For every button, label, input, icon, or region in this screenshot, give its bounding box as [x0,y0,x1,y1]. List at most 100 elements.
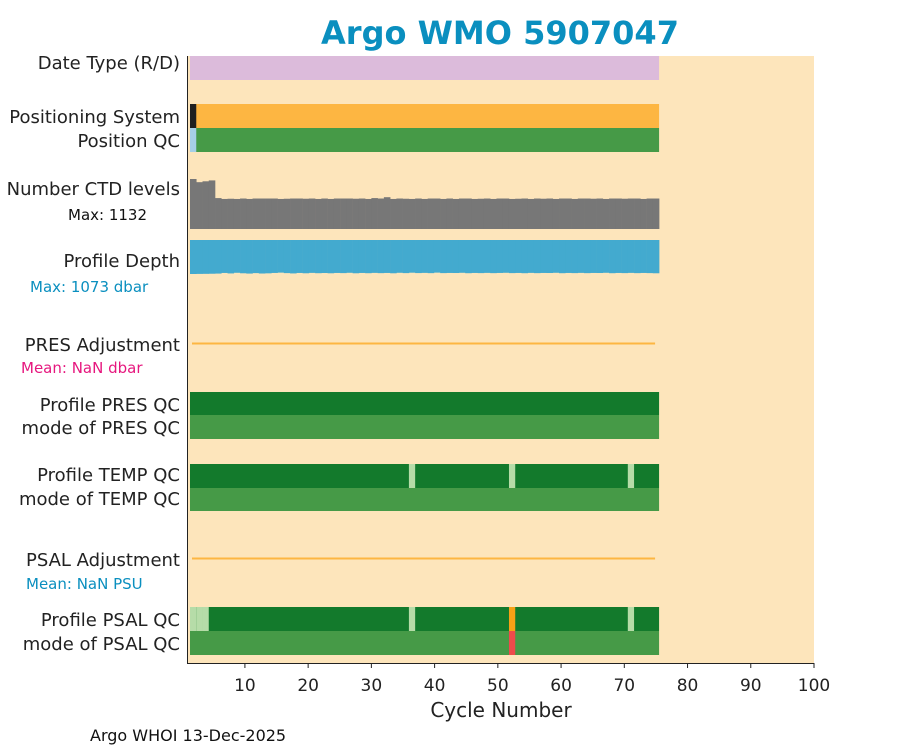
profile-depth-bar [421,240,428,273]
ctd-levels-bar [533,198,541,229]
chart-title: Argo WMO 5907047 [321,14,679,52]
row-annotation: Mean: NaN PSU [26,575,143,593]
ctd-levels-bar [327,198,335,229]
profile-depth-bar [246,240,253,274]
profile-depth-bar [565,240,572,273]
profile-depth-bar [271,240,278,273]
ctd-levels-bar [233,198,241,229]
x-axis-label: Cycle Number [430,698,572,722]
ctd-levels-bar [490,198,497,229]
ctd-levels-bar [321,198,328,229]
profile-depth-bar [571,240,579,274]
x-tick-label: 90 [740,676,762,696]
profile-depth-bar [490,240,497,274]
ctd-levels-bar [196,182,203,229]
ctd-levels-bar [396,198,403,229]
positioning-system-cycle-1 [190,104,197,128]
profile-depth-bar [646,240,654,274]
profile-depth-bar [609,240,616,274]
row-label: Profile Depth [63,251,180,272]
ctd-levels-bar [227,198,235,229]
profile-depth-bar [283,240,291,274]
profile-depth-bar [652,240,660,274]
profile-depth-bar [446,240,453,273]
ctd-levels-bar [590,198,597,229]
profile-depth-bar [346,240,353,273]
profile-depth-bar [302,240,310,274]
profile-depth-bar [365,240,372,274]
profile-depth-bar [496,240,504,273]
ctd-levels-bar [609,198,616,229]
ctd-levels-bar [358,198,366,229]
profile-depth-bar [465,240,472,274]
ctd-levels-bar [446,198,453,229]
profile-temp-qc-light-cell [627,464,635,488]
profile-depth-bar [371,240,378,273]
profile-depth-bar [577,240,585,273]
profile-depth-bar [433,240,441,273]
row-label: mode of PRES QC [22,418,180,439]
plot-area [188,56,814,663]
ctd-levels-bar [402,198,410,229]
profile-depth-bar [502,240,510,273]
x-tick-label: 10 [234,676,256,696]
profile-depth-bar [552,240,560,273]
row-label: Profile PSAL QC [41,610,180,631]
ctd-levels-bar [415,198,422,229]
row-label: mode of TEMP QC [19,489,180,510]
ctd-levels-bar [502,198,510,229]
ctd-levels-bar [521,198,529,229]
profile-depth-bar [602,240,610,273]
row-annotation: Mean: NaN dbar [21,359,143,377]
profile-temp-qc-light-cell [508,464,516,488]
ctd-levels-bar [333,198,341,229]
profile-depth-bar [615,240,622,273]
profile-depth-bar [521,240,529,274]
profile-depth-bar [590,240,597,273]
profile-depth-bar [402,240,410,274]
profile-depth-bar [640,240,647,273]
profile-depth-bar [527,240,535,273]
position-qc-band [190,128,660,152]
profile-depth-bar [340,240,347,274]
profile-depth-bar [533,240,541,274]
ctd-levels-bar [483,198,491,229]
profile-psal-qc-light-cell [408,607,416,631]
position-qc-cycle-1 [190,128,197,152]
x-tick-label: 70 [613,676,635,696]
profile-depth-bar [252,240,260,274]
profile-pres-qc-band [190,392,660,415]
ctd-levels-bar [646,198,654,229]
ctd-levels-bar [584,198,591,229]
ctd-levels-bar [565,198,572,229]
ctd-levels-bar [277,198,285,229]
profile-depth-bar [596,240,604,274]
profile-depth-bar [483,240,491,273]
row-label: Positioning System [9,107,180,128]
ctd-levels-bar [627,198,635,229]
ctd-levels-bar [390,198,397,229]
ctd-levels-bar [258,198,266,229]
ctd-levels-bar [458,198,466,229]
profile-depth-bar [634,240,641,274]
profile-psal-qc-light-cell [627,607,635,631]
profile-depth-bar [383,240,391,273]
ctd-levels-bar [365,198,372,229]
profile-depth-bar [390,240,397,274]
profile-depth-bar [233,240,241,273]
ctd-levels-bar [640,198,647,229]
ctd-levels-bar [302,198,310,229]
ctd-levels-bar [559,198,566,229]
row-label: Number CTD levels [7,179,180,200]
profile-depth-bar [546,240,554,274]
profile-depth-bar [352,240,360,274]
profile-depth-bar [458,240,466,273]
ctd-levels-bar [433,198,441,229]
row-label: PRES Adjustment [25,335,180,356]
ctd-levels-bar [408,198,416,229]
row-labels: Date Type (R/D) Positioning System Positio… [7,53,180,655]
profile-depth-bar [358,240,366,273]
ctd-levels-bar [465,198,472,229]
ctd-levels-bar [471,198,479,229]
profile-depth-bar [240,240,247,274]
